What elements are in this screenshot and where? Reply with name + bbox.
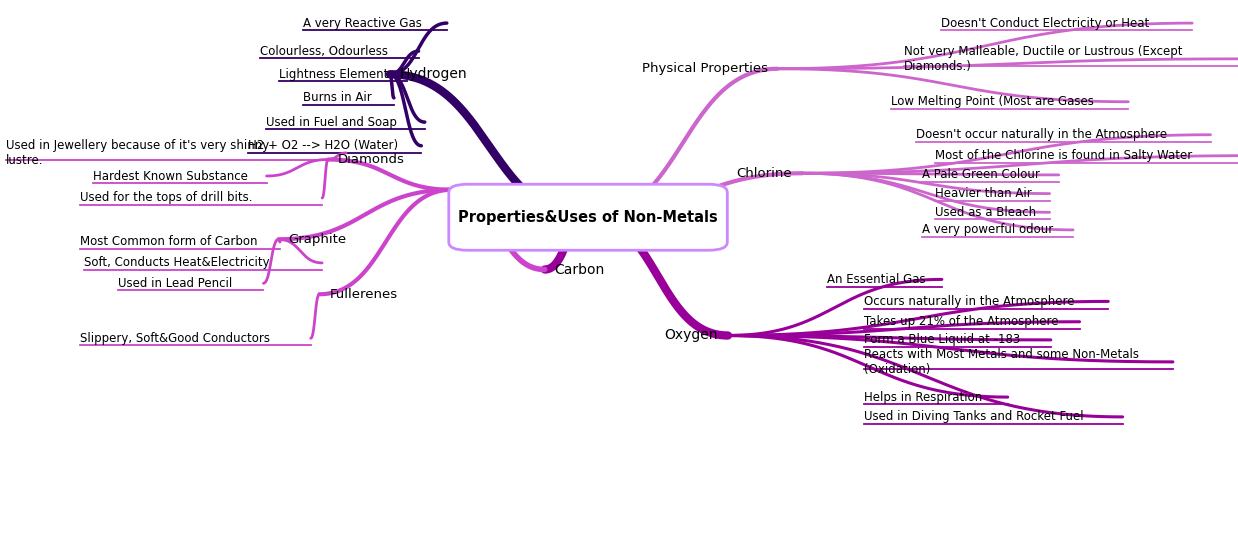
Text: Physical Properties: Physical Properties	[641, 62, 768, 75]
Text: Burns in Air: Burns in Air	[303, 91, 373, 104]
Text: Doesn't Conduct Electricity or Heat: Doesn't Conduct Electricity or Heat	[941, 16, 1149, 30]
Text: An Essential Gas: An Essential Gas	[827, 273, 926, 286]
FancyBboxPatch shape	[448, 184, 728, 250]
Text: Most Common form of Carbon: Most Common form of Carbon	[80, 235, 258, 249]
Text: Oxygen: Oxygen	[665, 328, 718, 343]
Text: Graphite: Graphite	[288, 233, 347, 246]
Text: Carbon: Carbon	[555, 262, 605, 277]
Text: Soft, Conducts Heat&Electricity: Soft, Conducts Heat&Electricity	[84, 256, 270, 270]
Text: H2 + O2 --> H2O (Water): H2 + O2 --> H2O (Water)	[248, 139, 397, 152]
Text: Not very Malleable, Ductile or Lustrous (Except
Diamonds.): Not very Malleable, Ductile or Lustrous …	[904, 45, 1182, 73]
Text: Colourless, Odourless: Colourless, Odourless	[260, 45, 387, 58]
Text: Used in Jewellery because of it's very shinny
lustre.: Used in Jewellery because of it's very s…	[6, 139, 270, 167]
Text: Helps in Respiration: Helps in Respiration	[864, 390, 983, 404]
Text: Diamonds: Diamonds	[338, 153, 405, 166]
Text: Hardest Known Substance: Hardest Known Substance	[93, 169, 248, 183]
Text: Used in Fuel and Soap: Used in Fuel and Soap	[266, 116, 397, 129]
Text: Fullerenes: Fullerenes	[329, 288, 397, 301]
Text: Used in Diving Tanks and Rocket Fuel: Used in Diving Tanks and Rocket Fuel	[864, 410, 1083, 424]
Text: Used as a Bleach: Used as a Bleach	[935, 206, 1036, 219]
Text: Properties&Uses of Non-Metals: Properties&Uses of Non-Metals	[458, 210, 718, 225]
Text: Most of the Chlorine is found in Salty Water: Most of the Chlorine is found in Salty W…	[935, 149, 1192, 162]
Text: Hydrogen: Hydrogen	[400, 67, 468, 81]
Text: A very powerful odour: A very powerful odour	[922, 223, 1054, 236]
Text: Takes up 21% of the Atmosphere: Takes up 21% of the Atmosphere	[864, 315, 1058, 328]
Text: Doesn't occur naturally in the Atmosphere: Doesn't occur naturally in the Atmospher…	[916, 128, 1167, 141]
Text: Exists in Several Forms: Exists in Several Forms	[462, 183, 615, 196]
Text: Occurs naturally in the Atmosphere: Occurs naturally in the Atmosphere	[864, 295, 1075, 308]
Text: Low Melting Point (Most are Gases: Low Melting Point (Most are Gases	[891, 95, 1094, 108]
Text: Chlorine: Chlorine	[737, 167, 792, 180]
Text: A very Reactive Gas: A very Reactive Gas	[303, 16, 422, 30]
Text: Used for the tops of drill bits.: Used for the tops of drill bits.	[80, 191, 253, 205]
Text: Reacts with Most Metals and some Non-Metals
(Oxidation): Reacts with Most Metals and some Non-Met…	[864, 348, 1139, 376]
Text: A Pale Green Colour: A Pale Green Colour	[922, 168, 1040, 182]
Text: Form a Blue Liquid at -183: Form a Blue Liquid at -183	[864, 333, 1020, 346]
Text: Heavier than Air: Heavier than Air	[935, 187, 1031, 200]
Text: Used in Lead Pencil: Used in Lead Pencil	[118, 277, 232, 290]
Text: Slippery, Soft&Good Conductors: Slippery, Soft&Good Conductors	[80, 332, 270, 345]
Text: Lightness Element: Lightness Element	[279, 68, 387, 81]
